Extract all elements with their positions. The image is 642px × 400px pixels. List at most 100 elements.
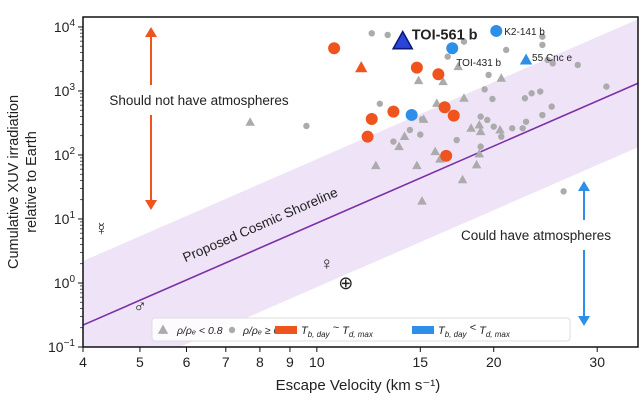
gray-circle-point: [519, 125, 526, 132]
planet-label: TOI-431 b: [456, 58, 501, 69]
gray-triangle-point: [371, 160, 381, 170]
gray-circle-point: [460, 38, 468, 45]
gray-circle-point: [384, 31, 391, 39]
gray-circle-point: [481, 86, 488, 93]
gray-circle-point: [368, 30, 375, 37]
gray-circle-point: [477, 113, 484, 120]
gray-triangle-point: [245, 117, 255, 126]
x-tick-label: 8: [256, 354, 264, 370]
blue-arrow-head-down-icon: [578, 316, 590, 326]
x-axis-label: Escape Velocity (km s⁻¹): [276, 377, 441, 394]
orange-circle-point: [387, 105, 400, 118]
gray-triangle-point: [430, 146, 440, 156]
shoreline-line: [83, 82, 638, 326]
gray-circle-point: [560, 188, 567, 195]
gray-triangle-point: [496, 73, 507, 82]
blue-arrow-head-up-icon: [578, 181, 590, 191]
blue-circle-point: [490, 24, 503, 37]
gray-circle-point: [498, 133, 505, 140]
orange-arrow-head-up-icon: [145, 27, 157, 37]
planet-label: 55 Cnc e: [532, 53, 572, 64]
legend-color-swatch: [412, 326, 434, 334]
legend-color-swatch: [275, 326, 297, 334]
gray-triangle-point: [413, 75, 424, 85]
gray-triangle-point: [453, 61, 463, 71]
plot-frame: [82, 16, 639, 348]
y-tick-label: 101: [54, 210, 76, 227]
annotation-should-not: Should not have atmospheres: [109, 93, 289, 108]
legend-triangle-icon: [157, 324, 169, 334]
gray-circle-point: [485, 71, 492, 79]
gray-circle-point: [490, 123, 497, 130]
blue-circle-point: [446, 42, 459, 55]
gray-triangle-point: [474, 119, 485, 129]
y-tick-label: 10−1: [48, 338, 75, 355]
y-axis-label-line1: Cumulative XUV irradiation: [6, 95, 22, 269]
annotation-could-have: Could have atmospheres: [461, 228, 611, 243]
orange-circle-point: [361, 130, 374, 143]
gray-circle-point: [477, 143, 484, 150]
planet-label: K2-141 b: [504, 27, 545, 38]
x-tick-label: 15: [413, 354, 429, 370]
gray-circle-point: [417, 131, 424, 138]
x-tick-label: 30: [589, 354, 605, 370]
earth-symbol: ⊕: [338, 273, 353, 293]
gray-circle-point: [528, 90, 535, 97]
y-tick-label: 100: [54, 274, 76, 291]
legend-label: Tb, day ~ Td, max: [301, 322, 374, 339]
orange-circle-point: [447, 109, 460, 122]
planet-label: TOI-561 b: [412, 28, 478, 44]
gray-circle-point: [484, 116, 491, 124]
orange-triangle-point: [355, 61, 368, 73]
annotations: TOI-561 b K2-141 b TOI-431 b 55 Cnc e ☿ ♀⊕ ♂ Sh…: [95, 27, 611, 326]
y-tick-label: 103: [54, 82, 76, 99]
blue-circle-point: [405, 108, 418, 121]
gray-triangle-point: [474, 148, 485, 158]
gray-triangle-point: [435, 154, 445, 163]
x-tick-label: 10: [309, 354, 325, 370]
gray-triangle-point: [459, 93, 469, 102]
orange-circle-point: [328, 42, 341, 55]
gray-circle-point: [549, 60, 556, 67]
x-tick-label: 20: [486, 354, 502, 370]
x-tick-label: 4: [79, 354, 87, 370]
gray-triangle-point: [466, 123, 476, 132]
gray-triangle-point: [471, 159, 482, 169]
gray-triangle-point: [475, 126, 486, 136]
orange-circle-point: [365, 112, 378, 125]
gray-circle-point: [548, 103, 555, 110]
gray-triangle-point: [432, 98, 442, 107]
legend-label: ρ/ρₑ < 0.8: [176, 325, 223, 337]
gray-circle-point: [444, 53, 451, 60]
gray-circle-point: [539, 111, 546, 119]
gray-circle-point: [376, 100, 384, 107]
gray-circle-point: [537, 88, 544, 95]
y-axis-label-line2: relative to Earth: [24, 131, 40, 233]
gray-circle-point: [508, 125, 516, 132]
x-tick-label: 5: [136, 354, 144, 370]
gray-circle-point: [603, 83, 610, 90]
gray-triangle-point: [495, 124, 505, 134]
mars-symbol: ♂: [133, 296, 147, 316]
legend-box: [151, 317, 571, 342]
orange-circle-point: [432, 68, 445, 81]
highlighted-triangle-point: [391, 30, 414, 50]
x-tick-label: 7: [222, 354, 230, 370]
gray-circle-point: [539, 33, 546, 40]
mercury-symbol: ☿: [95, 219, 109, 239]
gray-circle-point: [539, 41, 546, 49]
axes: 4 5 6 7 8 9 10 15 20 30 10−1 100 101 102 103 104: [48, 18, 605, 370]
orange-circle-point: [440, 149, 453, 162]
blue-triangle-point: [519, 53, 533, 65]
gray-circle-point: [502, 46, 510, 54]
legend-circle-icon: [228, 326, 236, 334]
gray-circle-point: [453, 136, 460, 144]
gray-triangle-point: [438, 76, 448, 86]
orange-arrow-head-down-icon: [145, 200, 157, 210]
gray-circle-point: [544, 56, 551, 64]
y-tick-label: 104: [54, 18, 76, 35]
legend-label: Tb, day < Td, max: [438, 322, 511, 339]
gray-triangle-point: [412, 160, 422, 170]
gray-triangle-point: [394, 141, 404, 151]
